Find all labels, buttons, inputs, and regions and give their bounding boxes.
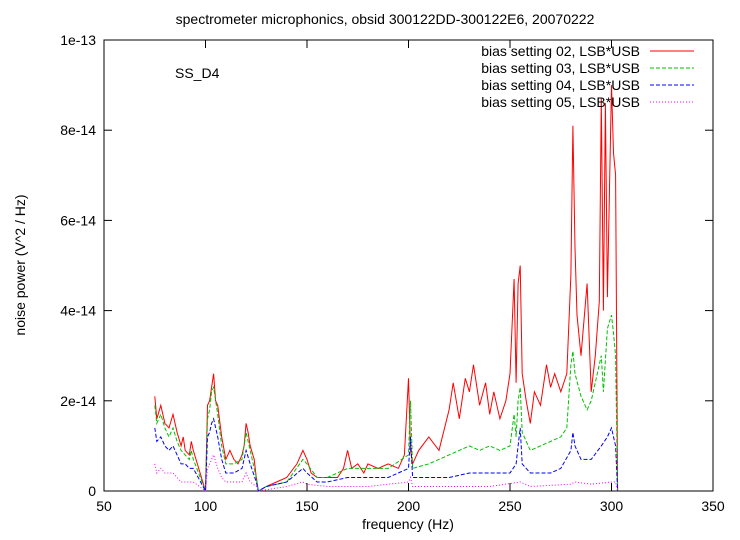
x-axis-label: frequency (Hz) (362, 516, 454, 532)
series-layer (154, 85, 619, 493)
x-tick-label: 300 (600, 498, 624, 514)
x-tick-label: 50 (96, 498, 112, 514)
y-tick-label: 6e-14 (60, 212, 96, 228)
x-tick-label: 250 (498, 498, 522, 514)
y-axis: 0 2e-14 4e-14 6e-14 8e-14 1e-13 (60, 32, 713, 499)
x-tick-label: 350 (701, 498, 725, 514)
y-tick-label: 0 (88, 483, 96, 499)
legend-label: bias setting 02, LSB*USB (481, 43, 640, 59)
y-tick-label: 8e-14 (60, 122, 96, 138)
x-axis: 50 100 150 200 250 300 350 (96, 40, 725, 514)
series-line-3 (154, 417, 619, 493)
legend-label: bias setting 04, LSB*USB (481, 77, 640, 93)
y-tick-label: 1e-13 (60, 32, 96, 48)
chart-title: spectrometer microphonics, obsid 300122D… (176, 11, 595, 27)
series-line-1 (154, 85, 619, 492)
x-tick-label: 200 (397, 498, 421, 514)
y-axis-label: noise power (V^2 / Hz) (12, 194, 28, 335)
legend-label: bias setting 05, LSB*USB (481, 94, 640, 110)
x-tick-label: 100 (194, 498, 218, 514)
y-tick-label: 2e-14 (60, 393, 96, 409)
x-tick-label: 150 (295, 498, 319, 514)
legend-label: bias setting 03, LSB*USB (481, 60, 640, 76)
series-line-4 (154, 453, 619, 492)
series-line-2 (154, 314, 619, 492)
annotation-label: SS_D4 (175, 65, 220, 81)
y-tick-label: 4e-14 (60, 303, 96, 319)
